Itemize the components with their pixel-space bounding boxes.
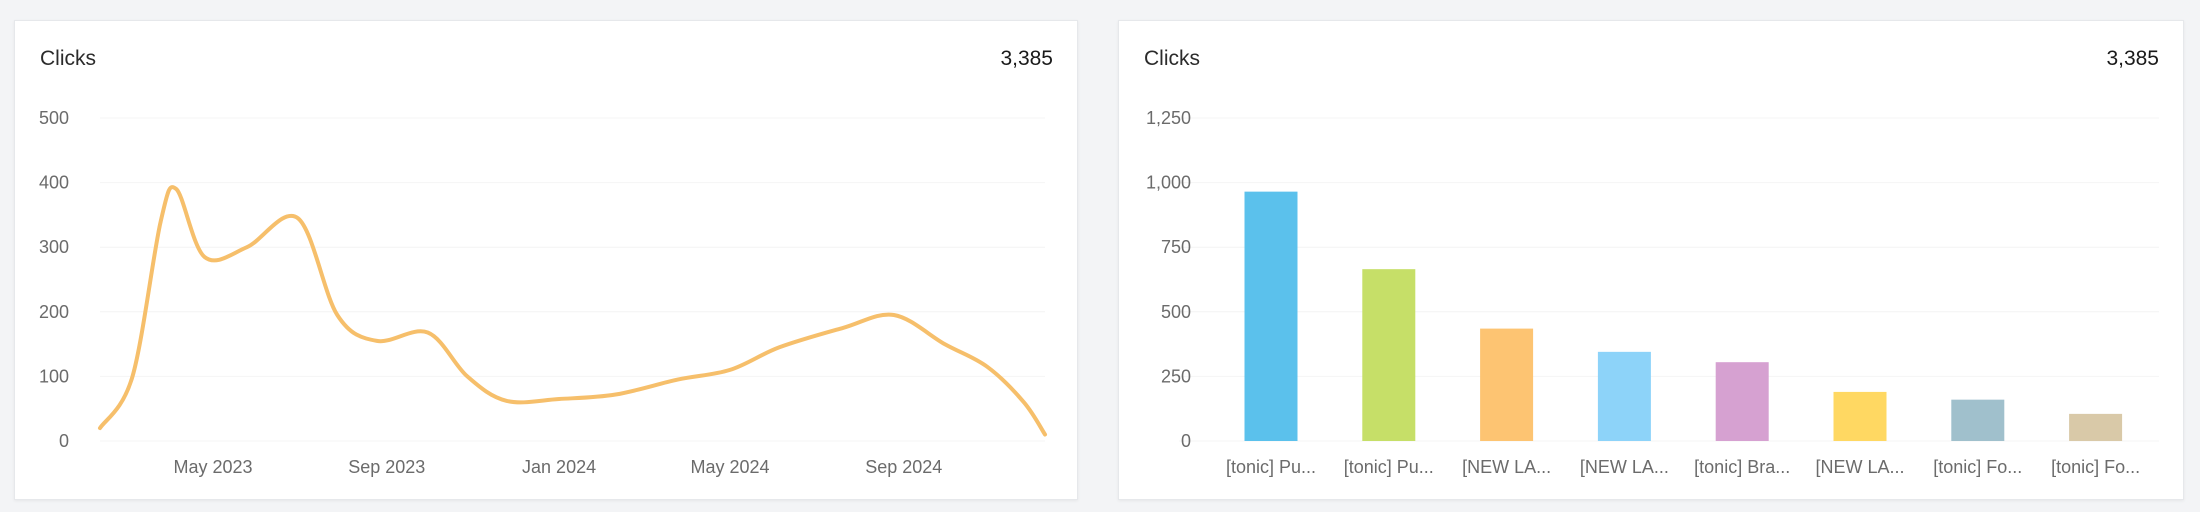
line-chart-title: Clicks xyxy=(40,47,96,70)
bar-chart-card: Clicks 3,385 0 250 500 750 1,000 1,250 [tonic]… xyxy=(1118,20,2184,500)
y-tick-label: 750 xyxy=(1161,237,1191,257)
bar[interactable] xyxy=(1715,362,1769,441)
y-tick-label: 400 xyxy=(39,173,69,193)
bar-chart-title: Clicks xyxy=(1144,47,1200,70)
clicks-line-chart: 0 100 200 300 400 500 May 2023 Sep 2023 Jan 2024… xyxy=(39,108,1047,477)
bar[interactable] xyxy=(1951,399,2005,441)
x-category-label: [tonic] Bra... xyxy=(1694,457,1790,477)
bar[interactable] xyxy=(1833,391,1887,441)
x-category-label: [NEW LA... xyxy=(1462,457,1551,477)
x-tick-label: Sep 2024 xyxy=(865,457,942,477)
y-tick-label: 100 xyxy=(39,366,69,386)
clicks-series-line xyxy=(98,185,1047,437)
bar[interactable] xyxy=(1480,328,1534,441)
line-chart-card: Clicks 3,385 0 100 200 300 400 500 May 2023 Sep… xyxy=(14,20,1078,500)
clicks-bar-chart: 0 250 500 750 1,000 1,250 [tonic] Pu... [tonic]… xyxy=(1146,108,2159,477)
x-category-label: [tonic] Pu... xyxy=(1344,457,1434,477)
x-category-label: [tonic] Fo... xyxy=(2051,457,2140,477)
x-category-label: [NEW LA... xyxy=(1580,457,1669,477)
x-tick-label: Jan 2024 xyxy=(522,457,596,477)
bar-chart-total: 3,385 xyxy=(2106,47,2159,70)
line-chart-total: 3,385 xyxy=(1000,47,1053,70)
y-tick-label: 0 xyxy=(59,431,69,451)
y-tick-label: 0 xyxy=(1181,431,1191,451)
x-category-label: [tonic] Pu... xyxy=(1226,457,1316,477)
y-tick-label: 250 xyxy=(1161,366,1191,386)
y-tick-label: 1,000 xyxy=(1146,173,1191,193)
x-tick-label: May 2023 xyxy=(173,457,252,477)
bar[interactable] xyxy=(1597,351,1651,441)
x-tick-label: May 2024 xyxy=(690,457,769,477)
y-tick-label: 500 xyxy=(39,108,69,128)
y-tick-label: 500 xyxy=(1161,302,1191,322)
x-category-label: [tonic] Fo... xyxy=(1933,457,2022,477)
bar[interactable] xyxy=(1362,269,1416,441)
bar[interactable] xyxy=(2069,413,2123,441)
y-tick-label: 1,250 xyxy=(1146,108,1191,128)
x-tick-label: Sep 2023 xyxy=(348,457,425,477)
x-category-label: [NEW LA... xyxy=(1815,457,1904,477)
y-tick-label: 200 xyxy=(39,302,69,322)
y-tick-label: 300 xyxy=(39,237,69,257)
bar[interactable] xyxy=(1244,191,1298,441)
